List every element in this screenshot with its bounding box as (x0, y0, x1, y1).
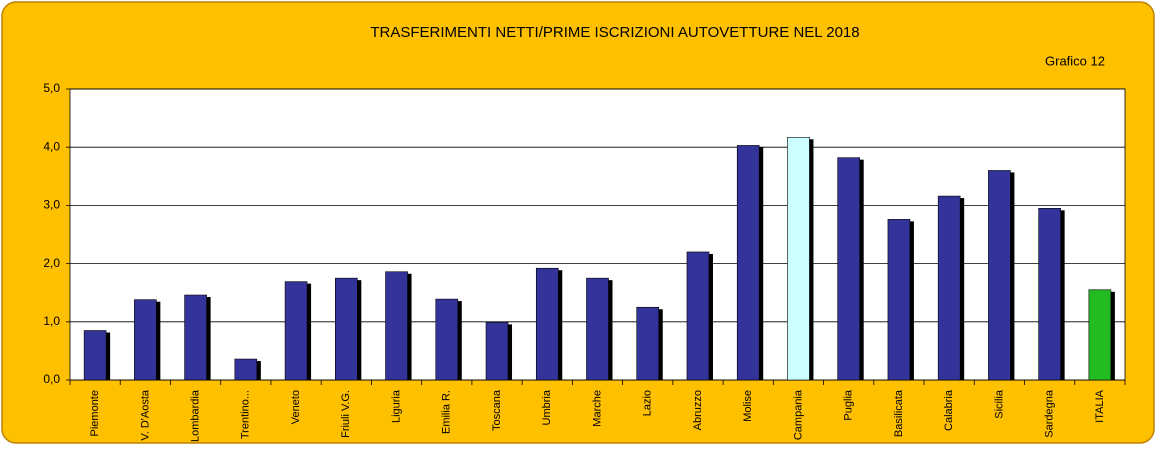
x-tick-label: Emilia R. (441, 390, 453, 434)
y-tick-label: 1,0 (43, 314, 60, 328)
x-tick-label: Molise (742, 390, 754, 422)
bar (435, 298, 459, 381)
x-tick-label: Toscana (491, 389, 503, 431)
bar (535, 267, 559, 381)
x-tick-label: Umbria (541, 389, 553, 425)
bar (335, 277, 358, 381)
x-tick-label: ITALIA (1094, 389, 1106, 422)
x-tick-label: Sardegna (1044, 389, 1056, 438)
x-tick-label: Piemonte (89, 390, 101, 436)
bar (787, 137, 810, 381)
bar (1088, 289, 1112, 381)
bar (937, 195, 961, 381)
y-tick-label: 5,0 (43, 81, 60, 95)
bar (837, 157, 860, 381)
chart-subtitle: Grafico 12 (1045, 53, 1105, 68)
x-tick-label: Trentino... (240, 390, 252, 439)
x-tick-label: Campania (792, 389, 804, 440)
bar (234, 358, 258, 381)
y-tick-label: 4,0 (43, 139, 60, 153)
y-tick-label: 2,0 (43, 256, 60, 270)
x-tick-label: Calabria (943, 389, 955, 431)
bar (134, 299, 157, 381)
bar (1038, 208, 1061, 381)
bar (485, 322, 509, 381)
x-tick-label: Lombardia (190, 389, 202, 442)
bar (887, 219, 911, 381)
x-tick-label: Friuli V.G. (340, 390, 352, 438)
x-tick-label: Liguria (390, 389, 402, 423)
x-tick-label: V. D'Aosta (139, 389, 151, 440)
bar (184, 294, 207, 381)
bar (284, 281, 308, 381)
chart-title: TRASFERIMENTI NETTI/PRIME ISCRIZIONI AUT… (370, 24, 859, 41)
x-tick-label: Marche (591, 390, 603, 427)
x-tick-label: Basilicata (893, 389, 905, 437)
bar (636, 306, 660, 381)
x-tick-label: Veneto (290, 390, 302, 424)
bar (988, 170, 1011, 381)
bar (586, 277, 609, 381)
bar (736, 145, 760, 381)
y-tick-label: 3,0 (43, 198, 60, 212)
x-tick-label: Puglia (843, 389, 855, 420)
x-tick-label: Abruzzo (692, 390, 704, 430)
bar (385, 271, 408, 381)
x-tick-label: Sicilia (993, 389, 1005, 419)
y-tick-label: 0,0 (43, 372, 60, 386)
bar (686, 251, 710, 381)
bar (83, 330, 107, 381)
x-tick-label: Lazio (642, 390, 654, 416)
